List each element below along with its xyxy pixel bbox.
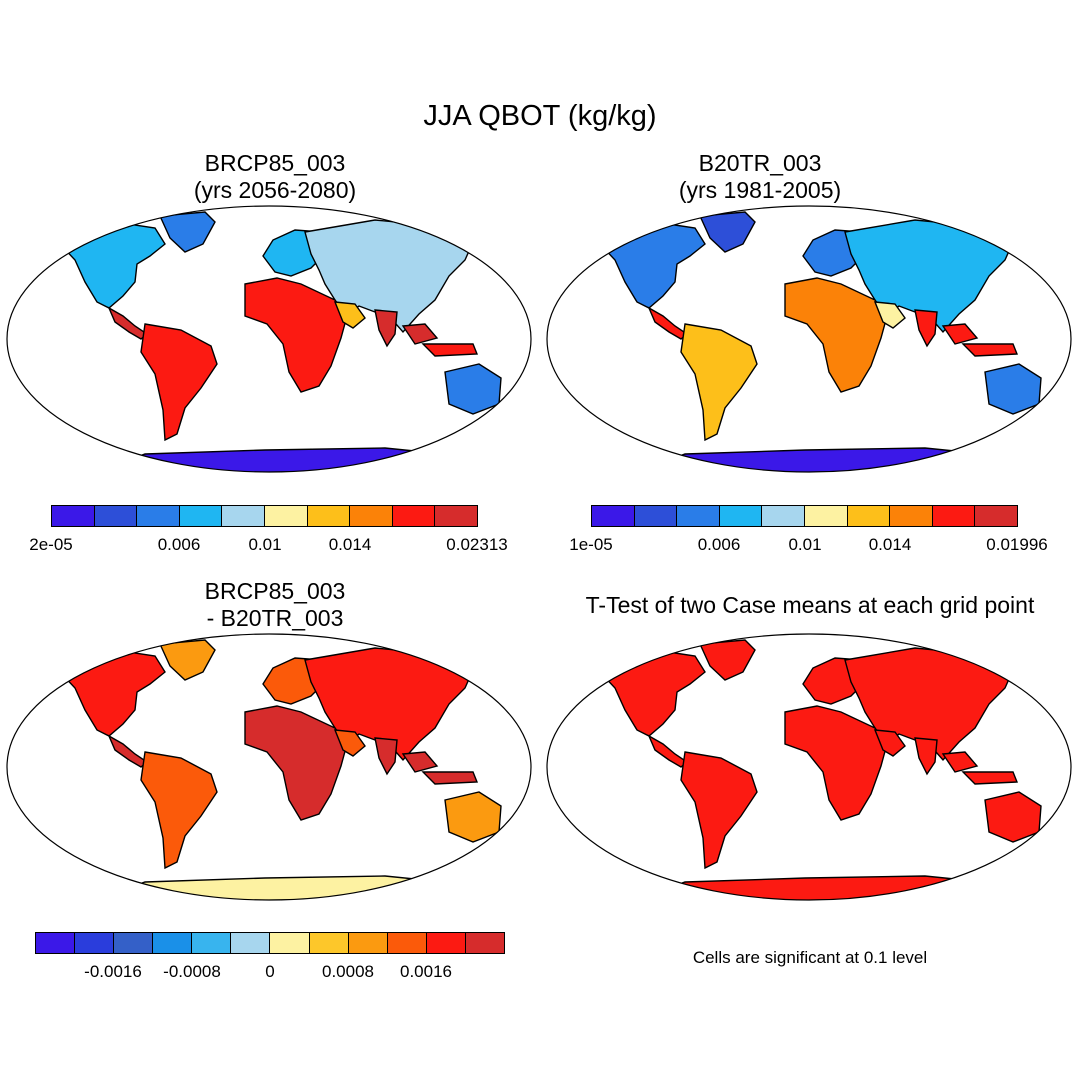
map-border <box>546 633 1072 901</box>
continent-africa <box>784 277 888 393</box>
colorbar-swatch <box>426 933 466 953</box>
colorbar-swatch <box>387 933 427 953</box>
colorbar-swatch <box>392 506 436 526</box>
continent-india <box>374 737 398 776</box>
continent-seAsia <box>941 751 979 773</box>
colorbar-tick: 0.01 <box>248 535 282 554</box>
panel-title-line2: - B20TR_003 <box>206 605 344 631</box>
continent-greenland <box>158 211 216 253</box>
colorbar-swatch <box>192 933 232 953</box>
panel-title-top-left: BRCP85_003 (yrs 2056-2080) <box>95 150 455 204</box>
colorbar-tick: 0.0016 <box>400 962 452 981</box>
panel-title-top-right: B20TR_003 (yrs 1981-2005) <box>580 150 940 204</box>
continent-greenland <box>698 211 756 253</box>
colorbar-swatch <box>719 506 763 526</box>
colorbar-tick: 1e-05 <box>569 535 613 554</box>
panel-title-line2: (yrs 2056-2080) <box>193 177 357 203</box>
colorbar-tick: 0.01 <box>788 535 822 554</box>
panel-title-bottom-right: T-Test of two Case means at each grid po… <box>585 592 1035 618</box>
colorbar-swatch <box>264 506 308 526</box>
colorbar-swatch <box>975 506 1017 526</box>
continent-greenland <box>158 639 216 681</box>
colorbar-swatch <box>465 933 504 953</box>
panel-title-line1: B20TR_003 <box>698 150 822 176</box>
colorbar-swatch <box>890 506 933 526</box>
colorbar-swatch <box>677 506 720 526</box>
colorbar-tick: -0.0016 <box>84 962 142 981</box>
panel-title-line2: (yrs 1981-2005) <box>678 177 842 203</box>
continent-seAsia <box>401 751 439 773</box>
map-bottom-right <box>546 633 1072 901</box>
colorbar-swatch <box>75 933 115 953</box>
continent-africa <box>244 277 348 393</box>
continent-arabia <box>333 301 366 329</box>
panel-title-line1: BRCP85_003 <box>204 150 346 176</box>
significance-note: Cells are significant at 0.1 level <box>692 948 928 967</box>
colorbar-tick: 0.02313 <box>446 535 508 554</box>
colorbar-tick: -0.0008 <box>163 962 221 981</box>
colorbar-top-right <box>591 505 1018 527</box>
map-border <box>6 633 532 901</box>
panel-title-bottom-left: BRCP85_003 - B20TR_003 <box>95 578 455 632</box>
continent-indonesia <box>421 771 479 785</box>
continent-indonesia <box>421 343 479 357</box>
colorbar-swatch <box>153 933 193 953</box>
continent-greenland <box>698 639 756 681</box>
colorbar-swatch <box>231 933 271 953</box>
colorbar-swatch <box>762 506 805 526</box>
figure-title: JJA QBOT (kg/kg) <box>423 100 657 132</box>
continent-africa <box>784 705 888 821</box>
continent-seAsia <box>941 323 979 345</box>
continent-arabia <box>333 729 366 757</box>
colorbar-swatch <box>932 506 976 526</box>
continent-arabia <box>873 301 906 329</box>
colorbar-swatch <box>348 933 388 953</box>
continent-india <box>914 309 938 348</box>
colorbar-tick: 0.0008 <box>322 962 374 981</box>
colorbar-tick: 0.006 <box>157 535 201 554</box>
map-bottom-left <box>6 633 532 901</box>
colorbar-swatch <box>179 506 223 526</box>
colorbar-swatch <box>307 506 351 526</box>
continent-africa <box>244 705 348 821</box>
continent-arabia <box>873 729 906 757</box>
colorbar-swatch <box>804 506 848 526</box>
colorbar-swatch <box>592 506 635 526</box>
colorbar-tick: 0 <box>265 962 275 981</box>
colorbar-swatch <box>52 506 95 526</box>
continent-seAsia <box>401 323 439 345</box>
colorbar-top-left <box>51 505 478 527</box>
colorbar-swatch <box>847 506 891 526</box>
colorbar-swatch <box>309 933 349 953</box>
continent-india <box>374 309 398 348</box>
continent-indonesia <box>961 343 1019 357</box>
panel-title-line1: BRCP85_003 <box>204 578 346 604</box>
continent-southAmerica <box>680 751 758 870</box>
colorbar-swatch <box>222 506 265 526</box>
colorbar-tick: 2e-05 <box>29 535 73 554</box>
continent-southAmerica <box>140 323 218 442</box>
map-top-left <box>6 205 532 473</box>
continent-indonesia <box>961 771 1019 785</box>
colorbar-bottom-left <box>35 932 505 954</box>
continent-southAmerica <box>680 323 758 442</box>
map-top-right <box>546 205 1072 473</box>
colorbar-swatch <box>270 933 310 953</box>
continent-southAmerica <box>140 751 218 870</box>
colorbar-swatch <box>36 933 76 953</box>
colorbar-tick: 0.014 <box>868 535 912 554</box>
colorbar-tick: 0.01996 <box>986 535 1048 554</box>
colorbar-swatch <box>350 506 393 526</box>
colorbar-swatch <box>94 506 138 526</box>
colorbar-swatch <box>137 506 180 526</box>
colorbar-tick: 0.014 <box>328 535 372 554</box>
colorbar-swatch <box>435 506 477 526</box>
colorbar-swatch <box>634 506 678 526</box>
map-border <box>6 205 532 473</box>
map-border <box>546 205 1072 473</box>
colorbar-tick: 0.006 <box>697 535 741 554</box>
colorbar-swatch <box>114 933 154 953</box>
continent-india <box>914 737 938 776</box>
